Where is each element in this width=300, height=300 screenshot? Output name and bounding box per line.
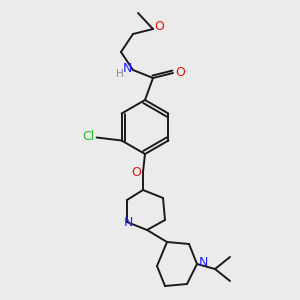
Text: O: O: [154, 20, 164, 34]
Text: N: N: [122, 62, 132, 76]
Text: N: N: [198, 256, 208, 269]
Text: O: O: [131, 167, 141, 179]
Text: N: N: [123, 217, 133, 230]
Text: Cl: Cl: [82, 130, 95, 143]
Text: O: O: [175, 65, 185, 79]
Text: H: H: [116, 69, 124, 79]
